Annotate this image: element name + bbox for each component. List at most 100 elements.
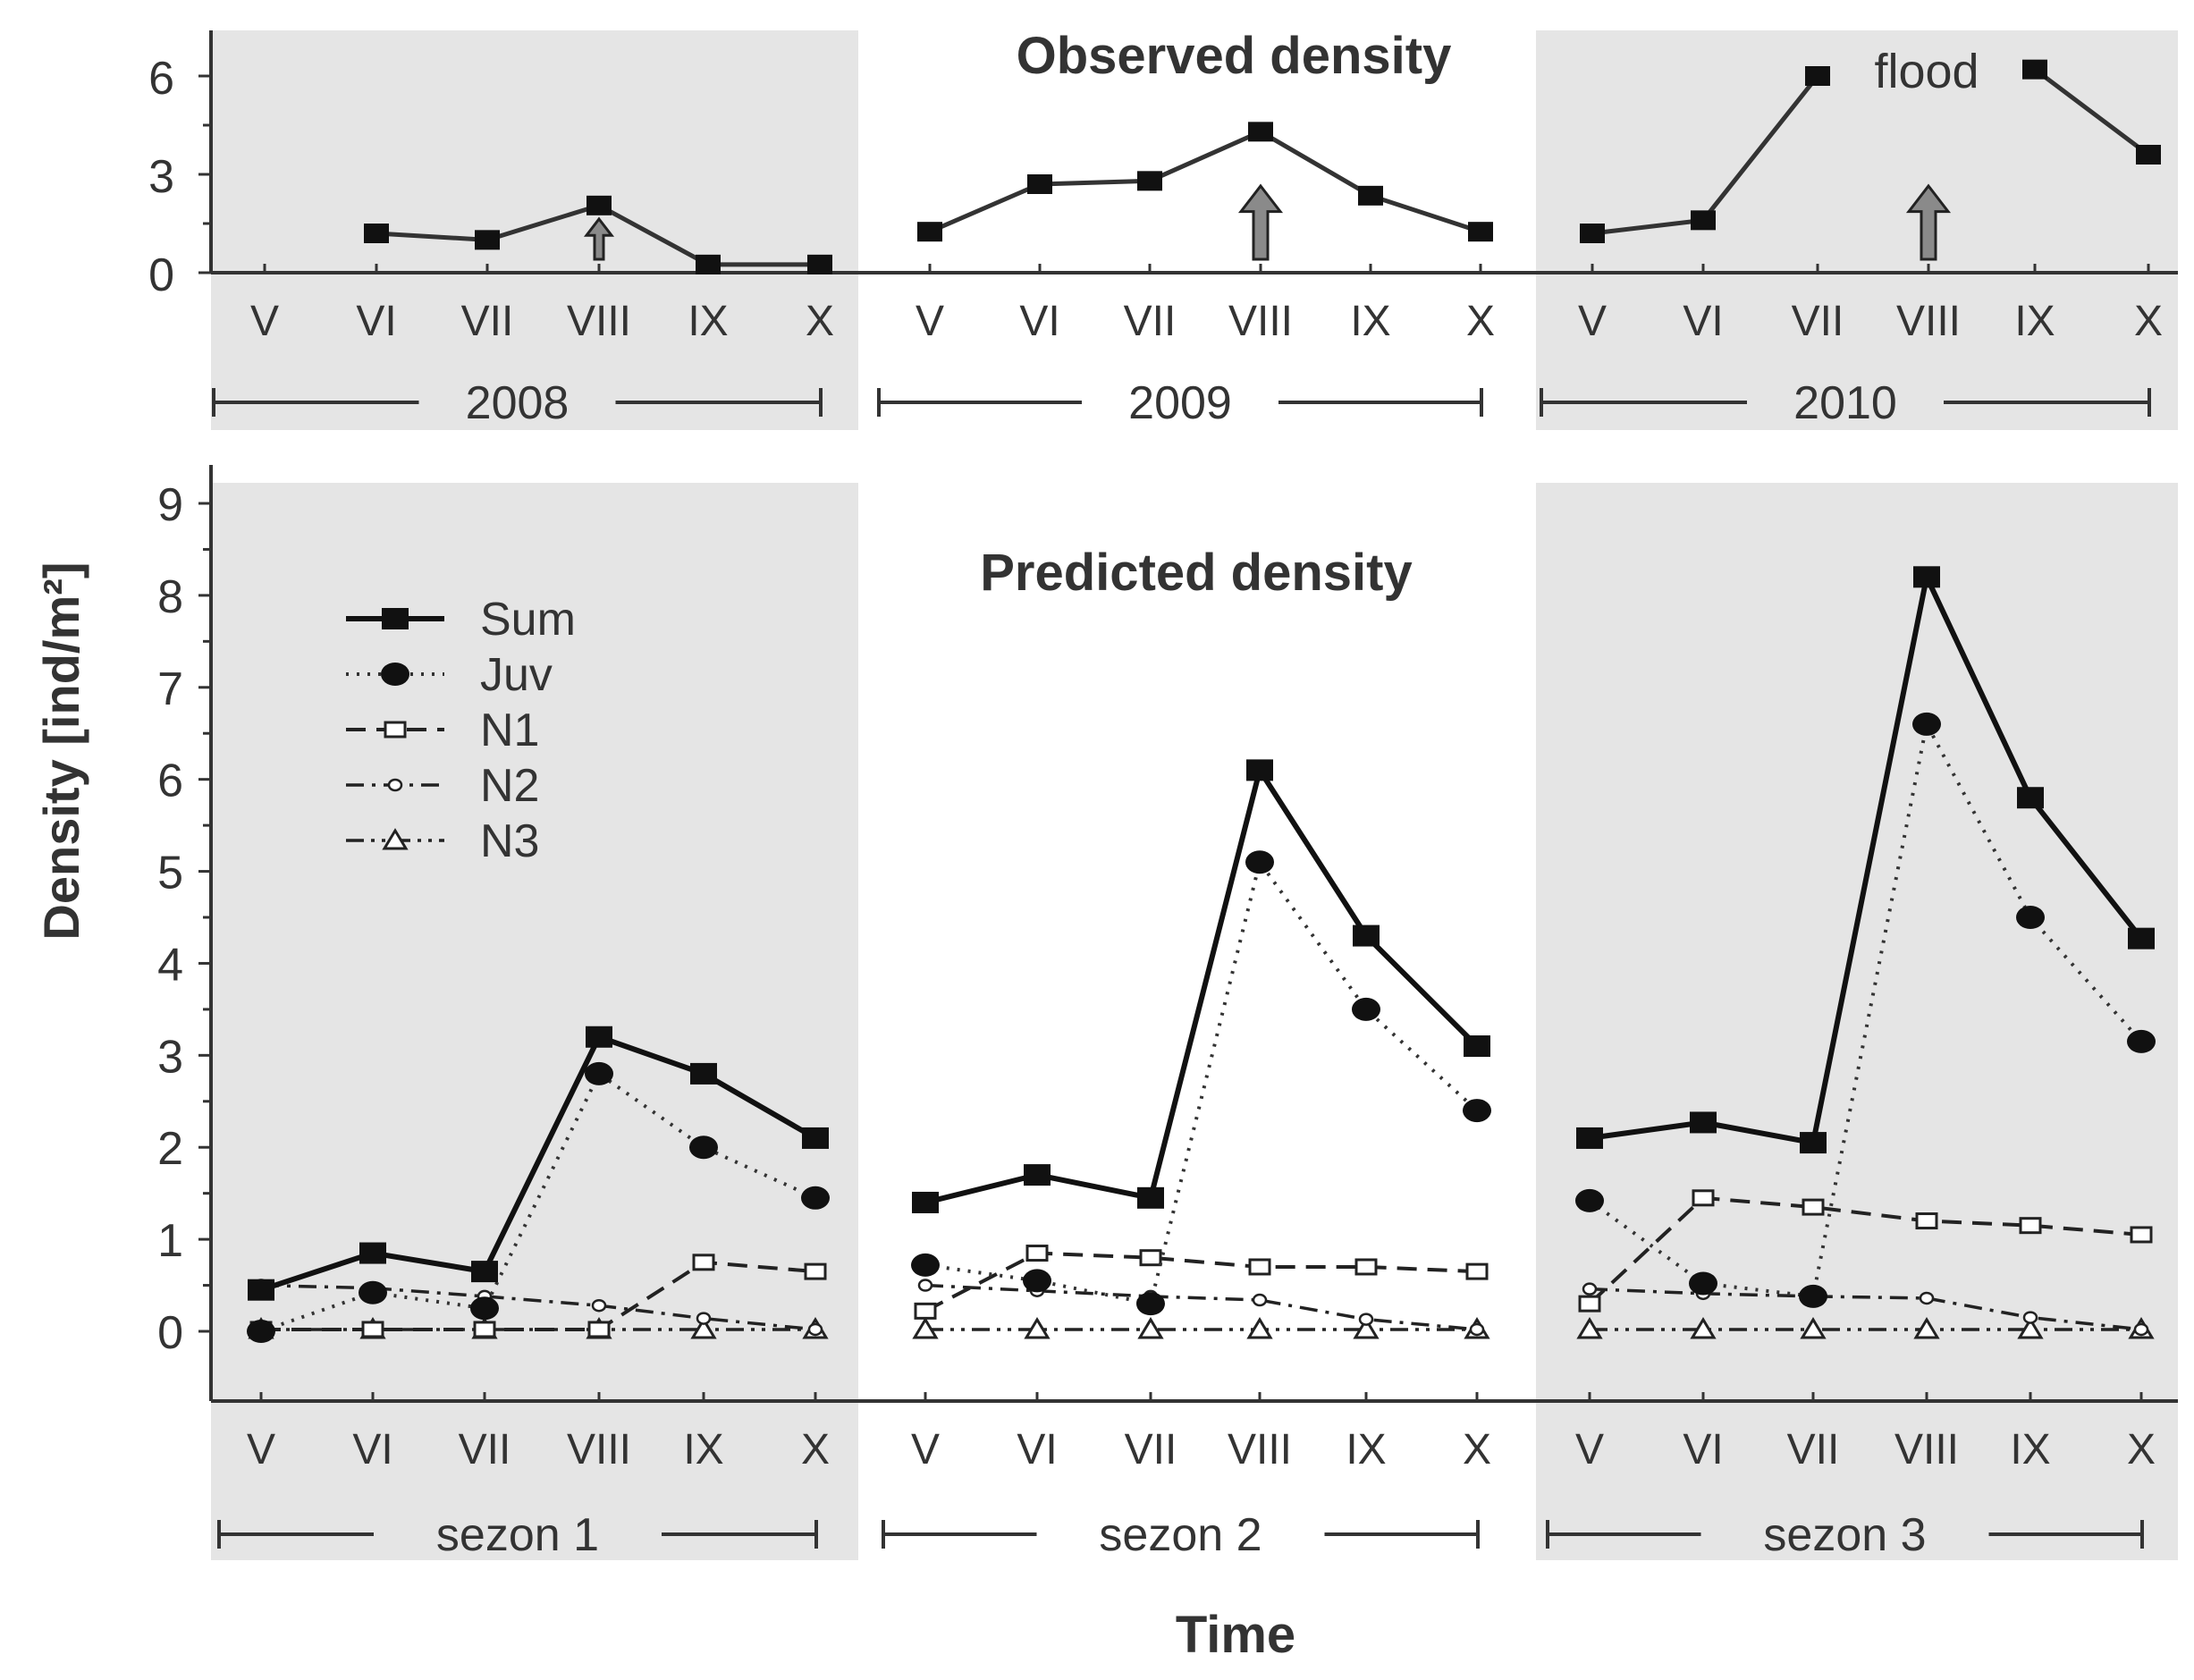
data-series — [247, 59, 2161, 1343]
x-axis-label: Time — [1176, 1606, 1295, 1664]
observed-arrow — [1237, 183, 1284, 261]
predicted-n2-point — [807, 1322, 823, 1337]
observed-x-tick-label: VII — [1792, 298, 1844, 345]
y-axis-label: Density [ind/m²] — [33, 561, 89, 940]
observed-point — [364, 224, 389, 243]
predicted-x-tick-label: IX — [2010, 1426, 2050, 1473]
observed-x-tick-label: VI — [1683, 298, 1723, 345]
predicted-x-tick-label: IX — [1346, 1426, 1386, 1473]
observed-x-tick-label: V — [1578, 298, 1607, 345]
predicted-n2-point — [591, 1298, 607, 1313]
predicted-n1-point — [2130, 1226, 2153, 1244]
observed-arrow — [583, 216, 615, 261]
predicted-juv-point — [689, 1135, 718, 1160]
predicted-period-label: sezon 1 — [436, 1509, 599, 1561]
predicted-sum-point — [1800, 1132, 1827, 1154]
predicted-n1-point — [1465, 1262, 1489, 1280]
predicted-x-tick-label: V — [911, 1426, 940, 1473]
predicted-juv-point — [1245, 850, 1274, 874]
observed-x-tick-label: VIII — [1896, 298, 1961, 345]
predicted-n1-point — [1354, 1258, 1378, 1276]
predicted-sum-line — [924, 763, 1480, 1205]
observed-panel-bg-1 — [211, 30, 858, 430]
observed-period-label: 2008 — [466, 377, 570, 429]
predicted-n1-point — [1248, 1258, 1271, 1276]
predicted-n2-line — [924, 1283, 1478, 1331]
observed-x-tick-label: VIII — [567, 298, 631, 345]
observed-x-tick-label: X — [1466, 298, 1495, 345]
predicted-panel-bg-1 — [211, 483, 858, 1560]
observed-point — [2022, 59, 2047, 80]
predicted-x-tick-label: V — [1575, 1426, 1604, 1473]
predicted-n3-point — [1246, 1317, 1273, 1339]
predicted-x-tick-label: VI — [352, 1426, 392, 1473]
predicted-n1-line — [1588, 1195, 2142, 1305]
predicted-x-tick-label: X — [1463, 1426, 1491, 1473]
predicted-sum-point — [802, 1127, 829, 1149]
legend-label-n1: N1 — [480, 705, 539, 756]
predicted-juv-point — [1136, 1292, 1165, 1316]
predicted-sum-point — [912, 1191, 939, 1213]
predicted-n3-point — [1576, 1317, 1603, 1339]
observed-x-tick-label: VII — [461, 298, 514, 345]
observed-title: Observed density — [1017, 27, 1452, 85]
predicted-juv-point — [1912, 712, 1941, 736]
observed-period-label: 2010 — [1793, 377, 1897, 429]
predicted-sum-point — [1464, 1035, 1490, 1058]
predicted-period-label: sezon 2 — [1099, 1509, 1262, 1561]
predicted-juv-point — [1575, 1188, 1604, 1212]
predicted-period-label: sezon 3 — [1763, 1509, 1926, 1561]
predicted-n2-point — [2022, 1311, 2038, 1324]
observed-point — [696, 254, 721, 274]
observed-point — [1137, 171, 1162, 191]
predicted-sum-point — [2017, 787, 2044, 809]
predicted-n3-point — [1913, 1317, 1940, 1339]
predicted-n1-line — [924, 1251, 1478, 1313]
observed-point — [475, 230, 500, 250]
predicted-n1-point — [361, 1321, 384, 1338]
observed-x-tick-label: X — [2134, 298, 2163, 345]
predicted-sum-point — [1913, 566, 1940, 588]
legend-marker-n1 — [384, 721, 407, 739]
predicted-y-tick-label: 2 — [157, 1123, 183, 1175]
predicted-n2-point — [1252, 1293, 1268, 1307]
observed-y-tick-label: 0 — [148, 249, 174, 301]
legend-marker-n2 — [387, 778, 403, 792]
predicted-juv-point — [1689, 1271, 1717, 1296]
observed-x-tick-label: X — [806, 298, 834, 345]
observed-y-tick-label: 3 — [148, 151, 174, 203]
predicted-juv-point — [247, 1320, 275, 1343]
predicted-sum-point — [1353, 924, 1380, 947]
predicted-n1-point — [1692, 1189, 1715, 1207]
predicted-y-tick-label: 1 — [157, 1215, 183, 1267]
flood-annotation: flood — [1874, 45, 1979, 98]
observed-x-tick-label: VI — [1019, 298, 1059, 345]
observed-arrow — [1905, 183, 1952, 261]
predicted-n1-point — [1578, 1295, 1601, 1313]
predicted-x-tick-label: X — [801, 1426, 830, 1473]
predicted-x-tick-label: VIII — [567, 1426, 631, 1473]
predicted-juv-point — [1463, 1099, 1491, 1123]
predicted-x-tick-label: VI — [1017, 1426, 1057, 1473]
predicted-n1-point — [587, 1321, 611, 1338]
predicted-x-tick-label: VII — [1787, 1426, 1840, 1473]
observed-x-tick-label: VIII — [1228, 298, 1293, 345]
observed-point — [2136, 145, 2161, 165]
observed-series-line — [2033, 67, 2150, 156]
observed-point — [1468, 222, 1493, 242]
predicted-title: Predicted density — [980, 544, 1412, 602]
predicted-n3-point — [1024, 1317, 1051, 1339]
observed-x-tick-label: V — [916, 298, 944, 345]
predicted-y-tick-label: 0 — [157, 1307, 183, 1359]
observed-series-line — [929, 129, 1481, 234]
predicted-sum-point — [2128, 927, 2155, 950]
predicted-n1-point — [2019, 1217, 2042, 1235]
predicted-n1-line — [261, 1260, 816, 1331]
predicted-n3-point — [2017, 1317, 2044, 1339]
predicted-x-tick-label: VIII — [1228, 1426, 1292, 1473]
predicted-juv-point — [2127, 1029, 2156, 1053]
observed-x-tick-label: IX — [1350, 298, 1390, 345]
predicted-n2-line — [1589, 1287, 2142, 1331]
